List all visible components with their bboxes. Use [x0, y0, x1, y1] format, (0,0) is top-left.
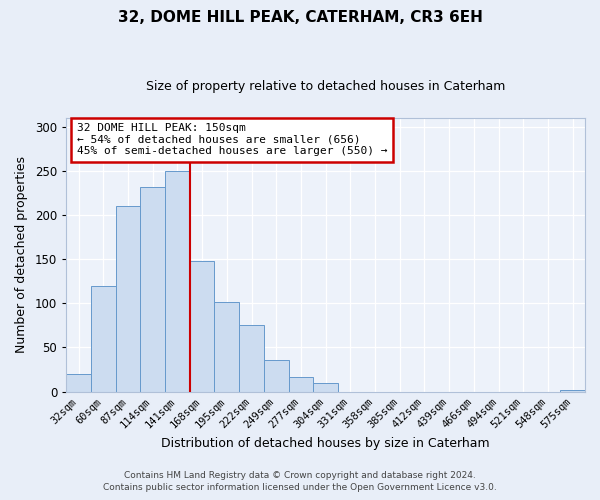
- Bar: [91, 286, 116, 392]
- X-axis label: Distribution of detached houses by size in Caterham: Distribution of detached houses by size …: [161, 437, 490, 450]
- Bar: [560, 390, 585, 392]
- Bar: [313, 383, 338, 392]
- Bar: [165, 171, 190, 392]
- Bar: [116, 206, 140, 392]
- Bar: [140, 186, 165, 392]
- Bar: [264, 360, 289, 392]
- Bar: [66, 374, 91, 392]
- Text: Contains HM Land Registry data © Crown copyright and database right 2024.
Contai: Contains HM Land Registry data © Crown c…: [103, 471, 497, 492]
- Text: 32, DOME HILL PEAK, CATERHAM, CR3 6EH: 32, DOME HILL PEAK, CATERHAM, CR3 6EH: [118, 10, 482, 25]
- Title: Size of property relative to detached houses in Caterham: Size of property relative to detached ho…: [146, 80, 505, 93]
- Y-axis label: Number of detached properties: Number of detached properties: [15, 156, 28, 353]
- Bar: [289, 378, 313, 392]
- Bar: [190, 261, 214, 392]
- Bar: [239, 326, 264, 392]
- Bar: [214, 302, 239, 392]
- Text: 32 DOME HILL PEAK: 150sqm
← 54% of detached houses are smaller (656)
45% of semi: 32 DOME HILL PEAK: 150sqm ← 54% of detac…: [77, 124, 387, 156]
